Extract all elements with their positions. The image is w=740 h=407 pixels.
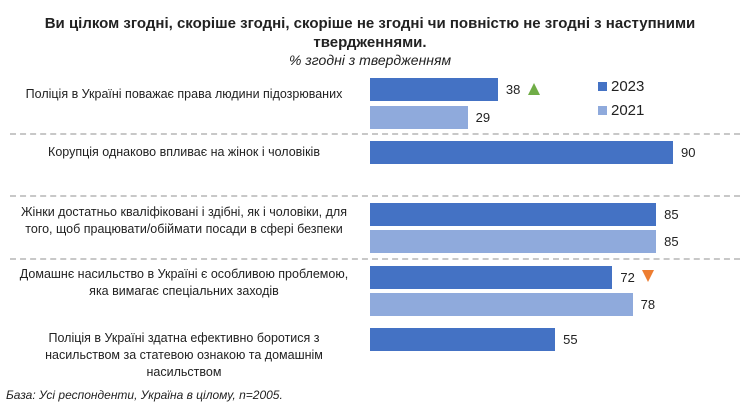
bar-2023 xyxy=(370,78,498,101)
group-divider xyxy=(10,133,740,135)
data-label: 55 xyxy=(563,332,578,347)
bar-2023 xyxy=(370,328,556,351)
legend-item-2023: 2023 xyxy=(598,78,644,95)
data-label: 29 xyxy=(475,110,491,125)
legend-label: 2021 xyxy=(611,102,645,119)
bar-2021 xyxy=(370,293,633,316)
group-divider xyxy=(10,195,740,197)
bar-2021 xyxy=(370,230,657,253)
data-label: 72 xyxy=(620,270,635,285)
data-label: 90 xyxy=(681,145,696,160)
category-label: Поліція в Україні поважає права людини п… xyxy=(25,87,343,101)
bar-2023 xyxy=(370,141,673,164)
chart-subtitle: % згодні з твердженням xyxy=(288,52,452,68)
legend-swatch xyxy=(598,82,607,91)
legend-label: 2023 xyxy=(611,78,645,95)
group-divider xyxy=(10,258,740,260)
footnote: База: Усі респонденти, Україна в цілому,… xyxy=(6,388,283,402)
chart-title: Ви цілком згодні, скоріше згодні, скоріш… xyxy=(44,15,696,51)
data-label: 85 xyxy=(664,234,679,249)
category-label: Домашнє насильство в Україні є особливою… xyxy=(19,267,349,298)
data-label: 38 xyxy=(505,82,521,97)
category-label: Корупція однаково впливає на жінок і чол… xyxy=(48,145,320,159)
category-label: Поліція в Україні здатна ефективно борот… xyxy=(45,331,323,379)
bar-2021 xyxy=(370,106,468,129)
bar-2023 xyxy=(370,266,613,289)
change-down-icon xyxy=(642,270,655,282)
data-label: 78 xyxy=(640,297,656,312)
legend-swatch xyxy=(598,106,607,115)
change-up-icon xyxy=(527,83,540,95)
data-label: 85 xyxy=(664,207,679,222)
legend-item-2021: 2021 xyxy=(598,102,644,119)
category-label: Жінки достатньо кваліфіковані і здібні, … xyxy=(21,205,347,236)
bar-2023 xyxy=(370,203,657,226)
